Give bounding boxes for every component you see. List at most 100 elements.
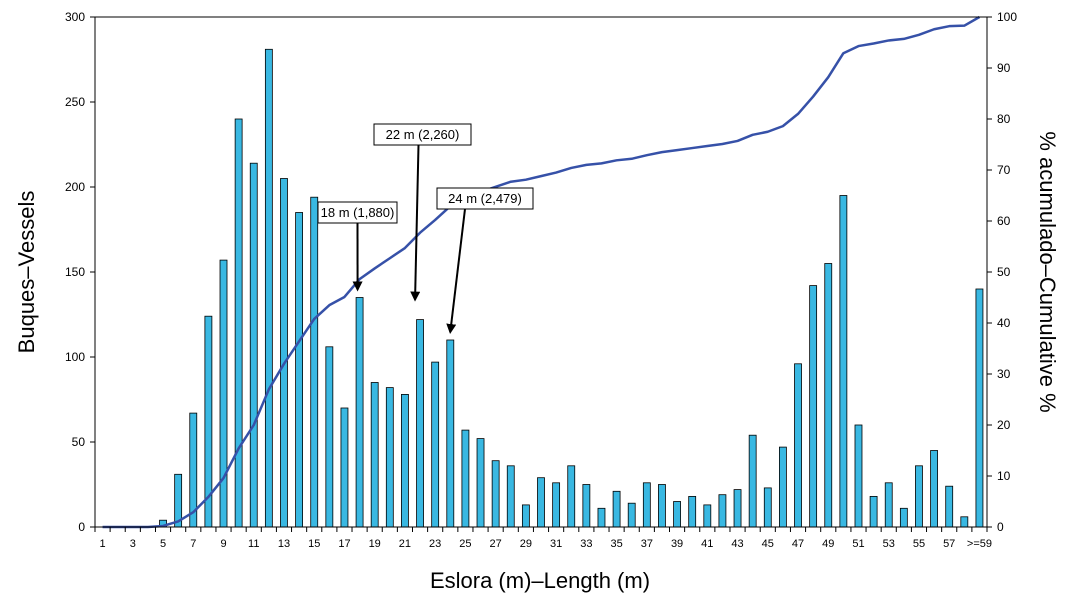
callout-label-24: 24 m (2,479)	[448, 191, 522, 206]
bar-38	[658, 484, 666, 528]
cumulative-percent-line	[102, 15, 981, 529]
x-tick-label: 13	[278, 538, 290, 550]
right-tick-label: 70	[997, 163, 1011, 177]
bar-50	[839, 195, 848, 528]
bar-20	[385, 387, 394, 528]
bars-layer	[159, 48, 984, 528]
right-tick-label: 0	[997, 520, 1004, 534]
left-y-axis: 0 50 100 150 200 250 300	[65, 10, 95, 534]
bar-45	[763, 487, 772, 528]
left-tick-label: 50	[72, 435, 86, 449]
annotations-layer: 18 m (1,880) 22 m (2,260) 24 m (2,479)	[317, 123, 534, 334]
right-tick-label: 20	[997, 418, 1011, 432]
bar-28	[506, 465, 515, 528]
bar-14	[295, 212, 304, 528]
left-tick-label: 300	[65, 10, 85, 24]
bar-16	[325, 346, 334, 528]
bar-54	[899, 507, 908, 528]
callout-box-24	[436, 187, 534, 210]
bar-25	[461, 429, 470, 528]
bar-40	[688, 495, 697, 528]
x-tick-label: 37	[641, 538, 653, 550]
x-tick-label: 45	[762, 538, 774, 550]
bar-36	[627, 502, 636, 528]
x-tick-label: 41	[701, 538, 713, 550]
x-tick-label: 55	[913, 538, 925, 550]
bar-26	[476, 438, 485, 528]
callout-label-22: 22 m (2,260)	[386, 127, 460, 142]
bar-21	[401, 393, 409, 528]
x-tick-label: 29	[520, 538, 532, 550]
x-tick-label: 1	[99, 538, 105, 550]
x-tick-label: 33	[580, 538, 592, 550]
callout-box-22	[373, 123, 472, 146]
bar-41	[703, 504, 712, 528]
bar-27	[491, 460, 500, 528]
bar-57	[945, 485, 954, 528]
bar-35	[612, 490, 621, 528]
x-tick-label: 43	[731, 538, 743, 550]
x-tick-label: 3	[130, 538, 136, 550]
x-tick-label: 47	[792, 538, 804, 550]
x-tick-label: >=59	[967, 538, 992, 550]
x-tick-label: 21	[399, 538, 411, 550]
bar-55	[915, 465, 923, 528]
x-axis: 1 3 5 7 9 11 13 15 17 19 21 23 25 27 29 31 33 35 37 39 41 43 4…	[94, 527, 992, 550]
bar-11	[249, 162, 258, 528]
bar-48	[809, 285, 818, 528]
bar-46	[779, 446, 787, 528]
x-tick-label: 31	[550, 538, 562, 550]
callout-arrow-22	[410, 144, 421, 302]
x-axis-title: Eslora (m)–Length (m)	[430, 568, 650, 593]
bar-29	[521, 504, 530, 528]
bar-53	[884, 482, 893, 528]
callout-arrow-24	[446, 208, 466, 334]
x-tick-label: 5	[160, 538, 166, 550]
left-tick-label: 100	[65, 350, 85, 364]
left-tick-label: 200	[65, 180, 85, 194]
right-tick-label: 60	[997, 214, 1011, 228]
right-tick-label: 30	[997, 367, 1011, 381]
x-tick-label: 57	[943, 538, 955, 550]
x-tick-label: 11	[248, 538, 259, 550]
bar-47	[794, 363, 802, 528]
right-tick-label: 90	[997, 61, 1011, 75]
x-tick-label: 27	[490, 538, 502, 550]
bar-30	[537, 477, 545, 528]
bar-23	[431, 361, 440, 528]
cumulative-line-layer	[102, 15, 981, 529]
right-tick-label: 10	[997, 469, 1011, 483]
left-tick-label: 0	[78, 520, 85, 534]
bar-49	[824, 263, 833, 528]
bar-22	[416, 319, 424, 528]
bar-9	[219, 259, 228, 528]
right-y-axis-title: % acumulado–Cumulative %	[1035, 131, 1060, 412]
bar-58	[960, 516, 969, 528]
right-tick-label: 40	[997, 316, 1011, 330]
x-tick-label: 19	[369, 538, 381, 550]
bar->=59	[975, 288, 984, 528]
x-tick-label: 17	[338, 538, 350, 550]
bar-19	[370, 382, 379, 528]
x-tick-label: 39	[671, 538, 683, 550]
right-tick-label: 100	[997, 10, 1017, 24]
bar-42	[718, 494, 727, 528]
bar-12	[264, 48, 273, 528]
bar-52	[869, 495, 878, 528]
plot-frame	[94, 16, 988, 528]
bar-44	[748, 434, 757, 528]
callout-box-18	[317, 201, 398, 224]
left-y-axis-title: Buques–Vessels	[14, 191, 39, 354]
bar-33	[582, 484, 591, 528]
bar-34	[597, 507, 606, 528]
x-tick-label: 9	[220, 538, 226, 550]
bar-37	[642, 482, 651, 528]
bar-15	[310, 196, 319, 528]
x-tick-label: 25	[459, 538, 471, 550]
bar-24	[446, 339, 455, 528]
bar-32	[567, 465, 576, 528]
bar-39	[673, 501, 681, 528]
bar-17	[340, 407, 349, 528]
x-tick-label: 15	[308, 538, 320, 550]
